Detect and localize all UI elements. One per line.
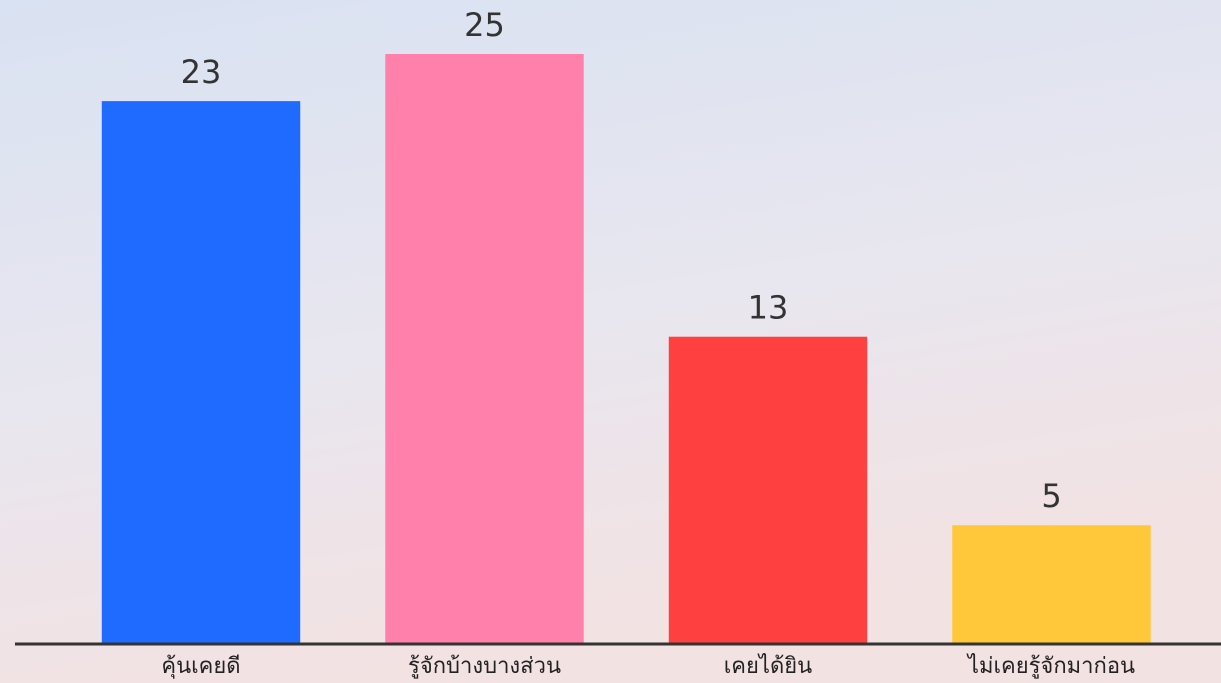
data-label: 13 (748, 289, 789, 327)
bar (101, 101, 301, 644)
data-label: 25 (464, 6, 505, 44)
x-tick-label: รู้จักบ้างบางส่วน (408, 654, 561, 679)
bar (385, 54, 584, 643)
bar (668, 336, 868, 643)
bar (952, 525, 1151, 643)
data-label: 23 (181, 53, 222, 91)
x-tick-label: ไม่เคยรู้จักมาก่อน (966, 653, 1135, 679)
data-label: 5 (1041, 477, 1061, 515)
x-tick-label: เคยได้ยิน (724, 653, 812, 679)
x-tick-label: คุ้นเคยดี (161, 654, 240, 679)
